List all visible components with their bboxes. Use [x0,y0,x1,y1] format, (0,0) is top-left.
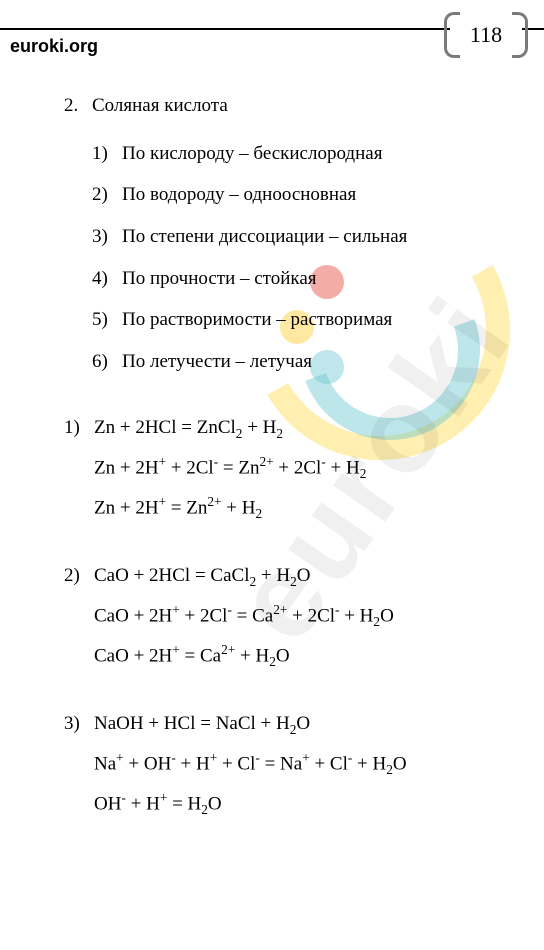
equation-line: 3) NaOH + HCl = NaCl + H2O [64,706,524,744]
equation-formula: Zn + 2H+ + 2Cl- = Zn2+ + 2Cl- + H2 [64,453,366,483]
equation-formula: CaO + 2H+ = Ca2+ + H2O [64,641,290,671]
content: 2. Соляная кислота 1) По кислороду – бес… [0,57,544,854]
page-number: 118 [470,22,502,48]
property-text: По растворимости – растворимая [122,307,392,333]
page-number-box: 118 [450,12,522,58]
equation-group: 1) Zn + 2HCl = ZnCl2 + H2 Zn + 2H+ + 2Cl… [64,410,524,558]
equation-group: 3) NaOH + HCl = NaCl + H2O Na+ + OH- + H… [64,706,524,854]
property-text: По степени диссоциации – сильная [122,224,407,250]
property-number: 3) [92,224,122,250]
property-number: 6) [92,349,122,375]
equation-line: CaO + 2H+ = Ca2+ + H2O [64,636,524,676]
property-number: 5) [92,307,122,333]
equation-line: CaO + 2H+ + 2Cl- = Ca2+ + 2Cl- + H2O [64,596,524,636]
property-number: 2) [92,182,122,208]
equation-line: Zn + 2H+ = Zn2+ + H2 [64,488,524,528]
property-row: 4) По прочности – стойкая [92,258,524,300]
property-text: По водороду – одноосновная [122,182,356,208]
equation-number: 1) [64,415,94,443]
property-row: 3) По степени диссоциации – сильная [92,216,524,258]
property-text: По летучести – летучая [122,349,312,375]
property-row: 6) По летучести – летучая [92,341,524,383]
equation-formula: NaOH + HCl = NaCl + H2O [94,711,310,739]
property-number: 4) [92,266,122,292]
equation-formula: CaO + 2H+ + 2Cl- = Ca2+ + 2Cl- + H2O [64,601,394,631]
section-2: 2. Соляная кислота [64,93,524,119]
equation-formula: CaO + 2HCl = CaCl2 + H2O [94,563,310,591]
equation-number: 2) [64,563,94,591]
equation-line: OH- + H+ = H2O [64,784,524,824]
equation-line: Zn + 2H+ + 2Cl- = Zn2+ + 2Cl- + H2 [64,448,524,488]
property-row: 1) По кислороду – бескислородная [92,133,524,175]
equation-number: 3) [64,711,94,739]
properties-list: 1) По кислороду – бескислородная 2) По в… [64,119,524,383]
section-title: Соляная кислота [92,93,228,119]
equation-line: Na+ + OH- + H+ + Cl- = Na+ + Cl- + H2O [64,744,524,784]
equation-formula: OH- + H+ = H2O [64,789,222,819]
equations: 1) Zn + 2HCl = ZnCl2 + H2 Zn + 2H+ + 2Cl… [64,382,524,854]
equation-line: 1) Zn + 2HCl = ZnCl2 + H2 [64,410,524,448]
property-row: 5) По растворимости – растворимая [92,299,524,341]
equation-formula: Na+ + OH- + H+ + Cl- = Na+ + Cl- + H2O [64,749,407,779]
equation-formula: Zn + 2HCl = ZnCl2 + H2 [94,415,283,443]
equation-group: 2) CaO + 2HCl = CaCl2 + H2O CaO + 2H+ + … [64,558,524,706]
property-number: 1) [92,141,122,167]
property-row: 2) По водороду – одноосновная [92,174,524,216]
property-text: По кислороду – бескислородная [122,141,382,167]
page-header: 118 euroki.org [0,0,544,57]
equation-formula: Zn + 2H+ = Zn2+ + H2 [64,493,262,523]
equation-line: 2) CaO + 2HCl = CaCl2 + H2O [64,558,524,596]
section-number: 2. [64,93,92,119]
property-text: По прочности – стойкая [122,266,317,292]
